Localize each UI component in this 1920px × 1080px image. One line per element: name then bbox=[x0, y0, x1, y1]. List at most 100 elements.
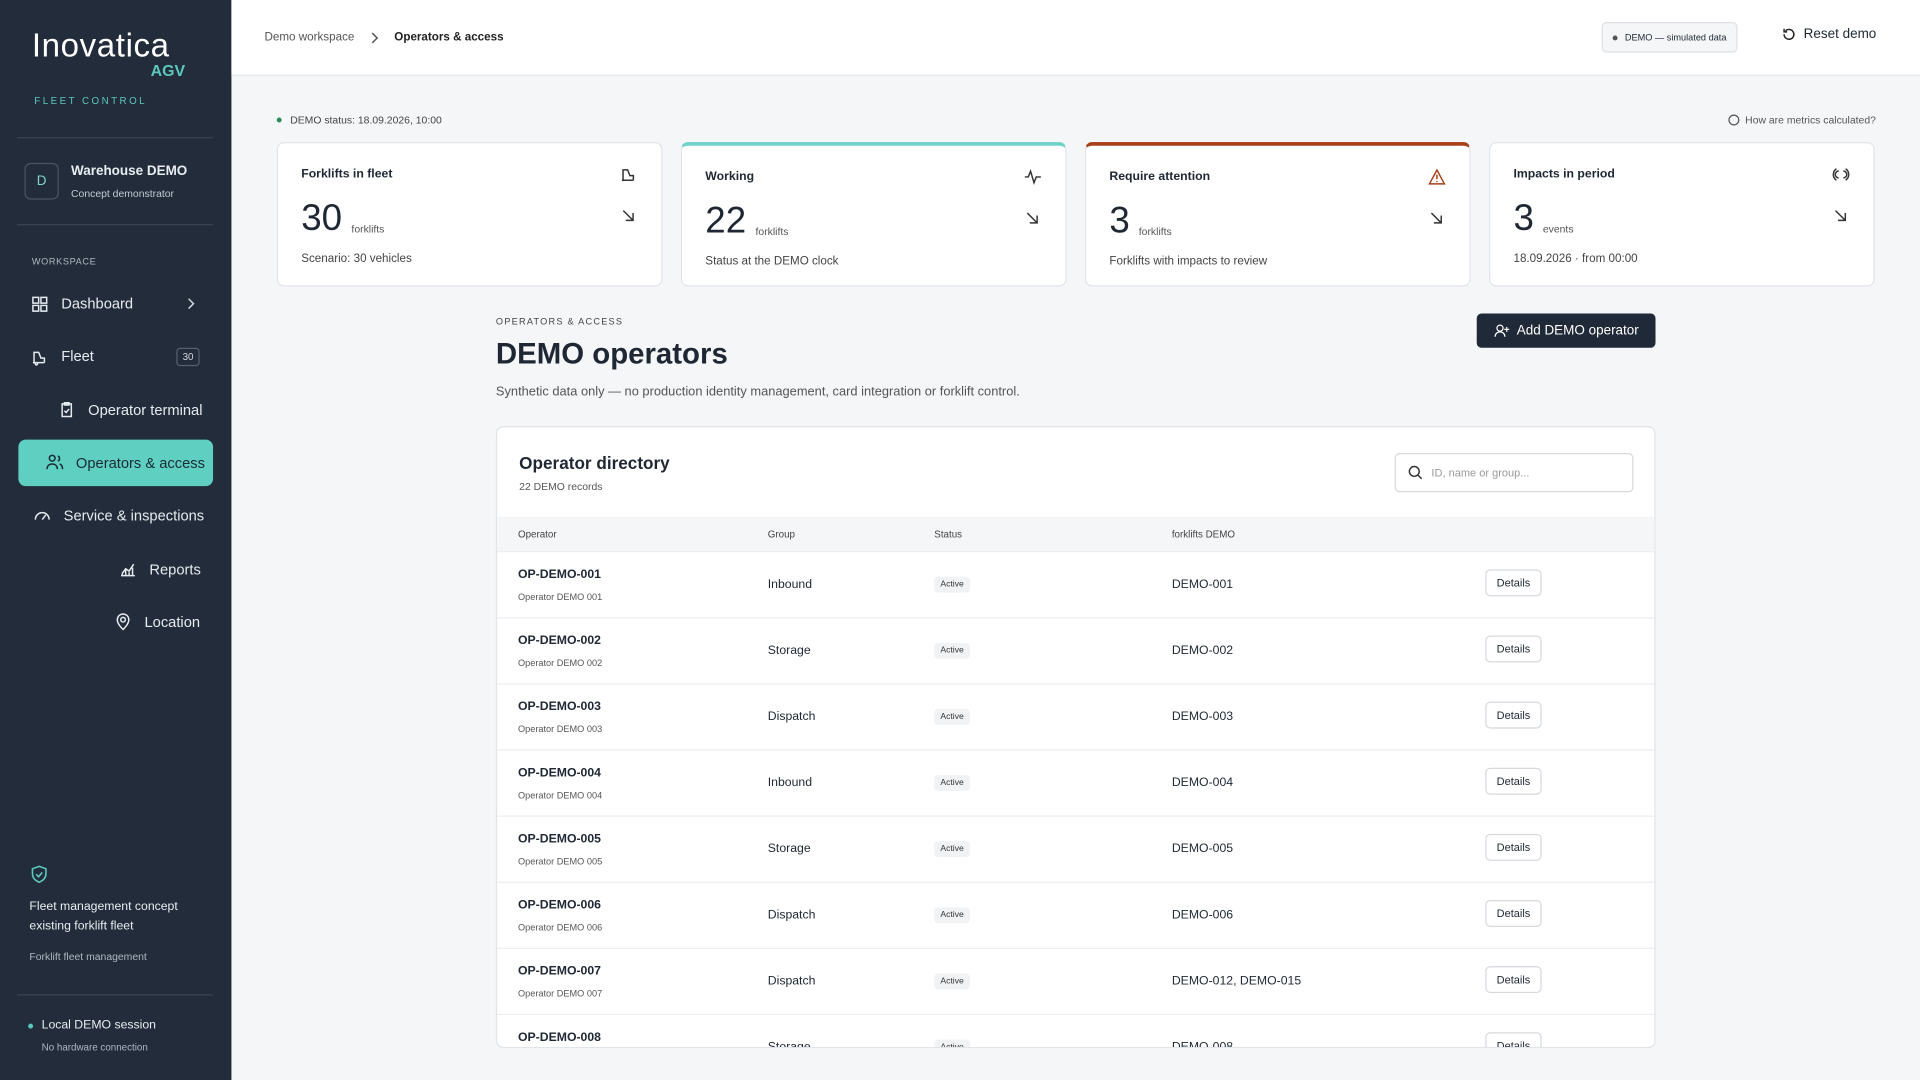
operator-name: Operator DEMO 007 bbox=[517, 988, 603, 1000]
status-pill: Active bbox=[934, 775, 970, 792]
table-row: OP-DEMO-006 Operator DEMO 006 Dispatch Acti… bbox=[497, 881, 1655, 949]
brand-name: Inovatica bbox=[31, 26, 170, 64]
forklifts: DEMO-004 bbox=[1171, 776, 1234, 790]
details-button[interactable]: Details bbox=[1485, 1032, 1542, 1047]
nav-item[interactable]: Fleet 30 bbox=[18, 333, 213, 380]
nav-icon bbox=[32, 296, 48, 312]
group: Dispatch bbox=[767, 908, 816, 923]
nav-label: Reports bbox=[149, 560, 201, 578]
nav-item[interactable]: Operators & access bbox=[18, 439, 214, 486]
status-pill: Active bbox=[934, 907, 970, 924]
divider bbox=[17, 224, 214, 226]
kpi-icon bbox=[1428, 168, 1446, 192]
trend-icon bbox=[1430, 212, 1442, 224]
page-desc: Synthetic data only — no production iden… bbox=[495, 384, 1020, 400]
forklifts: DEMO-005 bbox=[1171, 842, 1234, 856]
operator-id: OP-DEMO-006 bbox=[517, 898, 601, 913]
nav-item[interactable]: Dashboard bbox=[18, 280, 213, 327]
main: Demo workspace Operators & access DEMO —… bbox=[231, 0, 1920, 1080]
directory-count: 22 DEMO records bbox=[519, 480, 603, 493]
session-sub: No hardware connection bbox=[41, 1042, 148, 1054]
kpi-note: Status at the DEMO clock bbox=[705, 254, 839, 269]
nav-icon bbox=[116, 613, 130, 631]
group: Dispatch bbox=[767, 974, 816, 989]
trend-icon bbox=[1834, 210, 1847, 222]
status-text: DEMO status: 18.09.2026, 10:00 bbox=[290, 113, 442, 127]
breadcrumb-link[interactable]: Demo workspace bbox=[264, 30, 355, 45]
nav-item[interactable]: Reports bbox=[18, 546, 213, 593]
operator-name: Operator DEMO 003 bbox=[517, 723, 603, 735]
details-button[interactable]: Details bbox=[1485, 635, 1542, 663]
reset-icon bbox=[1783, 28, 1795, 40]
directory-title: Operator directory bbox=[519, 453, 670, 473]
kpi-value: 22 bbox=[705, 200, 747, 242]
kpi-icon bbox=[620, 165, 638, 189]
page-title: DEMO operators bbox=[495, 337, 728, 372]
kpi-card: Require attention 3 forklifts Forklifts wit… bbox=[1084, 142, 1471, 287]
badge-dot bbox=[1612, 35, 1618, 41]
nav-item[interactable]: Operator terminal bbox=[18, 386, 213, 433]
details-button[interactable]: Details bbox=[1485, 966, 1542, 994]
add-label: Add DEMO operator bbox=[1516, 323, 1639, 338]
brand-sub: AGV bbox=[150, 61, 186, 80]
nav-label: Operator terminal bbox=[88, 401, 203, 419]
eyebrow: OPERATORS & ACCESS bbox=[495, 315, 624, 327]
details-button[interactable]: Details bbox=[1485, 900, 1542, 927]
details-button[interactable]: Details bbox=[1485, 569, 1542, 597]
kpi-title: Working bbox=[705, 170, 755, 184]
divider bbox=[17, 994, 214, 996]
kpi-note: Scenario: 30 vehicles bbox=[301, 252, 412, 266]
forklifts: DEMO-002 bbox=[1171, 644, 1234, 658]
session: Local DEMO session bbox=[41, 1018, 156, 1033]
kpi-icon bbox=[1832, 165, 1850, 189]
column-header: Group bbox=[767, 528, 795, 541]
workspace-sub: Concept demonstrator bbox=[71, 187, 175, 200]
kpi-card: Working 22 forklifts Status at the DEMO clo… bbox=[680, 142, 1067, 287]
kpi-title: Forklifts in fleet bbox=[301, 167, 393, 182]
nav-item[interactable]: Service & inspections bbox=[18, 492, 213, 539]
nav-icon bbox=[121, 563, 135, 577]
status-pill: Active bbox=[934, 1039, 970, 1047]
kpi-value: 30 bbox=[301, 198, 343, 239]
group: Dispatch bbox=[767, 710, 816, 724]
operator-id: OP-DEMO-003 bbox=[517, 700, 601, 714]
nav-icon bbox=[61, 402, 73, 418]
forklifts: DEMO-012, DEMO-015 bbox=[1171, 974, 1302, 989]
add-icon bbox=[1494, 324, 1509, 337]
topbar: Demo workspace Operators & access DEMO —… bbox=[231, 0, 1920, 76]
shield-icon bbox=[31, 865, 47, 884]
breadcrumb-current: Operators & access bbox=[394, 30, 504, 45]
kpi-title: Require attention bbox=[1109, 170, 1211, 184]
details-button[interactable]: Details bbox=[1485, 701, 1542, 729]
details-button[interactable]: Details bbox=[1485, 833, 1542, 861]
column-header: forklifts DEMO bbox=[1171, 528, 1235, 541]
nav-item[interactable]: Location bbox=[18, 599, 213, 646]
nav-icon bbox=[1024, 168, 1041, 185]
kpi-icon bbox=[1024, 168, 1042, 192]
group: Storage bbox=[767, 842, 811, 856]
details-button[interactable]: Details bbox=[1485, 767, 1542, 795]
session-dot bbox=[28, 1023, 34, 1029]
operator-id: OP-DEMO-007 bbox=[517, 964, 601, 979]
search-icon bbox=[1408, 465, 1423, 480]
demo-badge: DEMO — simulated data bbox=[1601, 22, 1738, 53]
nav-icon bbox=[34, 511, 50, 520]
add-button[interactable]: Add DEMO operator bbox=[1476, 313, 1656, 348]
help-link[interactable]: How are metrics calculated? bbox=[1728, 114, 1876, 126]
table-row: OP-DEMO-004 Operator DEMO 004 Inbound Activ… bbox=[497, 749, 1655, 816]
nav-badge: 30 bbox=[176, 347, 200, 366]
nav-icon bbox=[621, 169, 635, 181]
forklifts: DEMO-003 bbox=[1171, 710, 1234, 724]
footer-text: Fleet management concept existing forkli… bbox=[29, 900, 178, 934]
trend-icon bbox=[1026, 212, 1038, 224]
forklifts: DEMO-006 bbox=[1171, 908, 1234, 923]
help-icon bbox=[1728, 114, 1740, 126]
operator-name: Operator DEMO 002 bbox=[517, 657, 603, 669]
group: Storage bbox=[767, 644, 811, 658]
search-input[interactable]: ID, name or group... bbox=[1394, 453, 1634, 493]
brand-tagline: FLEET CONTROL bbox=[34, 95, 148, 107]
reset-button[interactable]: Reset demo bbox=[1782, 27, 1876, 42]
operator-name: Operator DEMO 006 bbox=[517, 922, 603, 934]
